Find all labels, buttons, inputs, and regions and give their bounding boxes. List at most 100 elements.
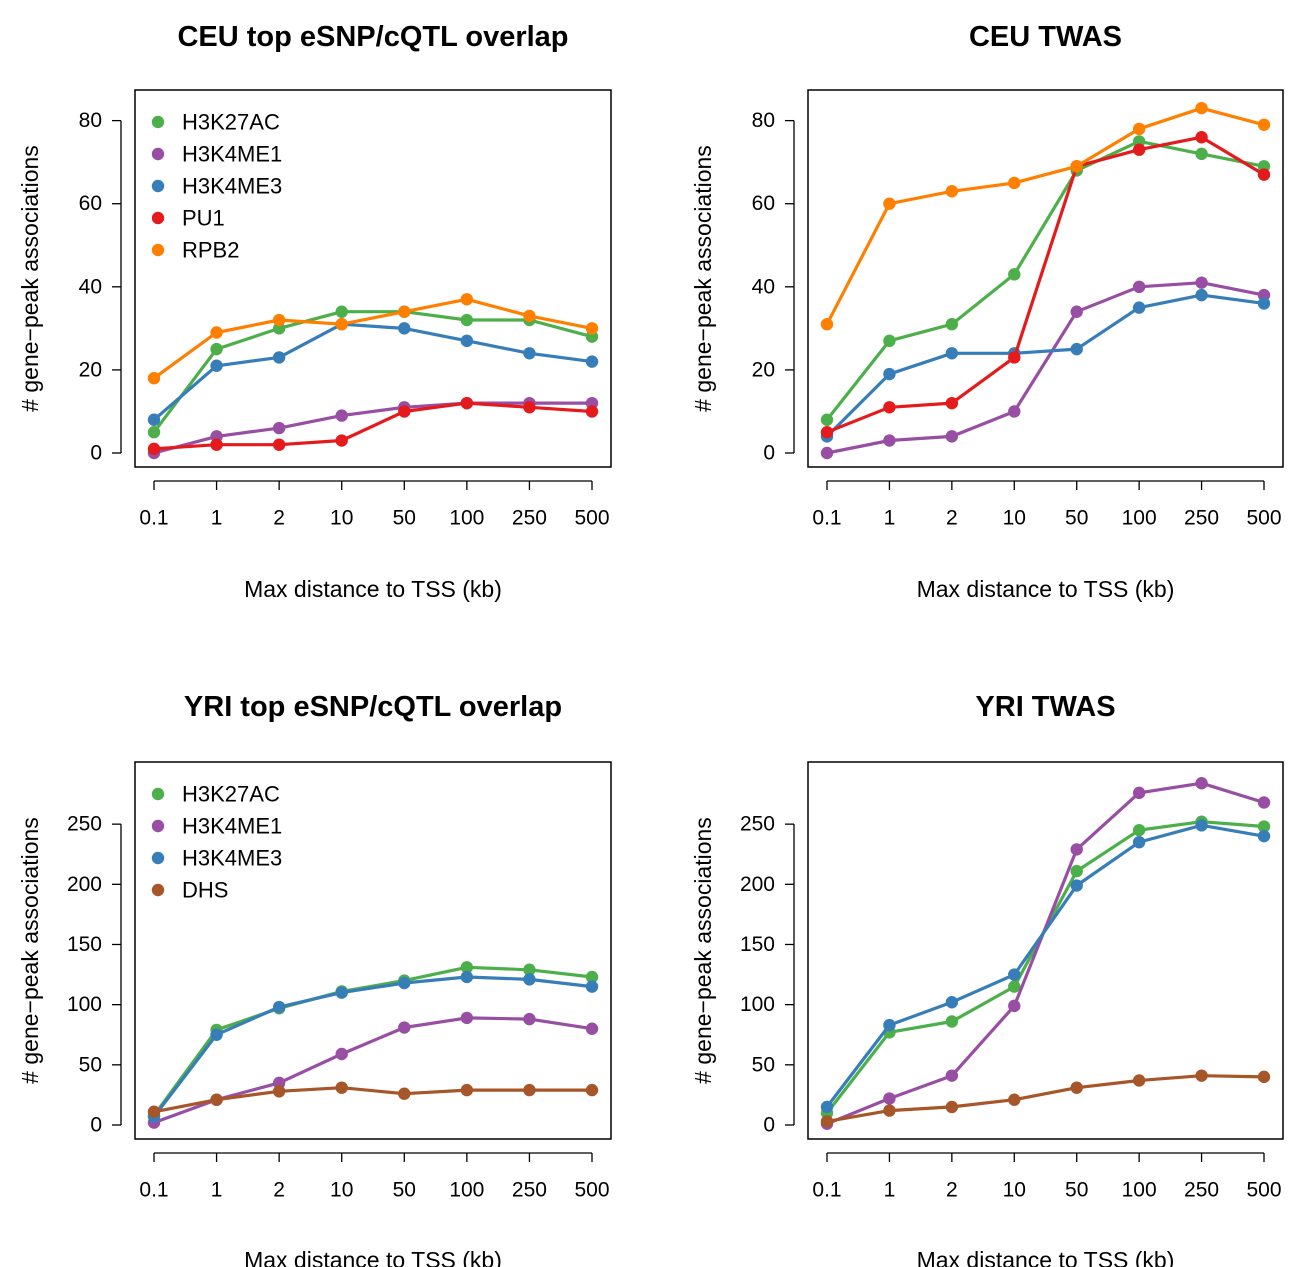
data-point-h3k4me3 bbox=[1195, 288, 1208, 302]
x-tick-label: 2 bbox=[946, 1179, 958, 1202]
y-tick-label: 100 bbox=[740, 993, 775, 1016]
y-tick-label: 80 bbox=[79, 109, 102, 132]
data-point-dhs bbox=[1195, 1069, 1208, 1082]
legend-marker bbox=[151, 787, 165, 801]
data-point-rpb2 bbox=[1008, 176, 1021, 190]
data-point-dhs bbox=[945, 1100, 959, 1114]
data-point-h3k4me3 bbox=[585, 980, 599, 993]
data-point-h3k4me3 bbox=[523, 347, 536, 360]
data-point-h3k27ac bbox=[820, 413, 834, 426]
data-point-h3k4me1 bbox=[1132, 786, 1146, 800]
data-point-dhs bbox=[523, 1083, 536, 1097]
data-point-h3k4me1 bbox=[1008, 405, 1021, 418]
x-tick-label: 2 bbox=[273, 507, 285, 530]
data-point-pu1 bbox=[820, 426, 834, 439]
data-point-h3k4me3 bbox=[398, 322, 411, 335]
x-tick-label: 0.1 bbox=[139, 507, 168, 530]
data-point-h3k27ac bbox=[1008, 268, 1021, 281]
data-point-h3k4me3 bbox=[1132, 835, 1146, 849]
x-tick-label: 250 bbox=[512, 507, 547, 530]
x-tick-label: 50 bbox=[1065, 507, 1088, 530]
data-point-h3k4me1 bbox=[523, 1012, 536, 1026]
legend-label: PU1 bbox=[182, 206, 225, 231]
data-point-h3k4me3 bbox=[1070, 879, 1083, 892]
legend-marker bbox=[151, 115, 165, 129]
data-point-h3k4me1 bbox=[1195, 777, 1208, 790]
x-tick-label: 100 bbox=[1122, 507, 1157, 530]
data-point-h3k27ac bbox=[147, 426, 161, 439]
data-point-rpb2 bbox=[147, 372, 161, 385]
data-point-rpb2 bbox=[272, 313, 286, 327]
data-point-pu1 bbox=[398, 405, 411, 418]
y-tick-label: 80 bbox=[752, 109, 775, 132]
series-line-dhs bbox=[153, 1086, 592, 1114]
data-point-h3k27ac bbox=[1132, 823, 1146, 837]
plot-frame bbox=[807, 89, 1284, 468]
data-point-h3k4me1 bbox=[335, 1047, 348, 1061]
data-point-h3k4me1 bbox=[945, 1069, 959, 1082]
data-point-pu1 bbox=[272, 438, 286, 451]
data-point-dhs bbox=[335, 1081, 348, 1094]
data-point-dhs bbox=[820, 1115, 834, 1128]
data-point-rpb2 bbox=[460, 293, 474, 306]
chart-title: CEU top eSNP/cQTL overlap bbox=[177, 21, 568, 53]
y-tick-label: 250 bbox=[67, 813, 102, 836]
x-tick-label: 100 bbox=[449, 1179, 484, 1202]
legend-marker bbox=[151, 179, 165, 193]
data-point-h3k27ac bbox=[210, 342, 223, 356]
data-point-pu1 bbox=[147, 442, 161, 456]
data-point-h3k4me3 bbox=[335, 986, 348, 999]
x-tick-label: 10 bbox=[330, 507, 353, 530]
data-point-rpb2 bbox=[523, 309, 536, 323]
data-point-pu1 bbox=[1132, 143, 1146, 156]
y-tick-label: 20 bbox=[752, 358, 775, 381]
legend-label: H3K27AC bbox=[182, 782, 280, 807]
data-point-h3k27ac bbox=[945, 318, 959, 331]
x-tick-label: 100 bbox=[1122, 1179, 1157, 1202]
series-line-dhs bbox=[826, 1074, 1265, 1123]
data-point-h3k4me3 bbox=[1257, 297, 1271, 310]
data-point-h3k4me3 bbox=[398, 976, 411, 990]
legend: H3K27AC H3K4ME1 H3K4ME3 DHS bbox=[151, 782, 282, 903]
y-tick-label: 200 bbox=[740, 873, 775, 896]
data-point-dhs bbox=[460, 1083, 474, 1097]
chart-panel-3: YRI top eSNP/cQTL overlap Max distance to… bbox=[17, 691, 612, 1267]
data-point-pu1 bbox=[945, 396, 959, 410]
data-point-h3k27ac bbox=[523, 963, 536, 976]
data-point-pu1 bbox=[585, 405, 599, 418]
data-point-h3k4me3 bbox=[1257, 829, 1271, 843]
data-point-h3k4me1 bbox=[883, 434, 896, 447]
data-point-rpb2 bbox=[945, 185, 959, 198]
y-tick-label: 0 bbox=[763, 1114, 775, 1137]
data-point-h3k4me3 bbox=[585, 355, 599, 368]
legend-marker bbox=[151, 819, 165, 833]
data-point-h3k4me1 bbox=[883, 1092, 896, 1105]
chart-title: CEU TWAS bbox=[969, 21, 1122, 53]
legend-label: H3K4ME1 bbox=[182, 814, 282, 839]
data-point-h3k4me1 bbox=[945, 430, 959, 443]
y-axis-label: # gene−peak associations bbox=[17, 817, 43, 1084]
data-point-h3k4me1 bbox=[1195, 276, 1208, 289]
data-point-h3k4me3 bbox=[820, 1100, 834, 1114]
y-tick-label: 50 bbox=[79, 1053, 102, 1076]
data-point-h3k4me3 bbox=[523, 973, 536, 986]
data-point-rpb2 bbox=[210, 326, 223, 339]
x-tick-label: 250 bbox=[1184, 1179, 1219, 1202]
y-tick-label: 100 bbox=[67, 993, 102, 1016]
data-point-h3k4me1 bbox=[1008, 999, 1021, 1013]
series-line-rpb2 bbox=[153, 297, 593, 380]
data-point-dhs bbox=[272, 1085, 286, 1098]
x-axis-label: Max distance to TSS (kb) bbox=[917, 1247, 1175, 1267]
data-point-rpb2 bbox=[398, 305, 411, 318]
data-point-dhs bbox=[883, 1104, 896, 1117]
y-axis-label: # gene−peak associations bbox=[690, 145, 716, 412]
data-point-h3k4me1 bbox=[820, 446, 834, 460]
y-tick-label: 40 bbox=[752, 275, 775, 298]
y-tick-label: 0 bbox=[90, 442, 102, 465]
x-tick-label: 1 bbox=[884, 1179, 896, 1202]
data-point-dhs bbox=[1257, 1070, 1271, 1084]
data-point-h3k4me1 bbox=[1257, 796, 1271, 809]
data-point-dhs bbox=[147, 1105, 161, 1118]
series-line-h3k4me1 bbox=[153, 401, 592, 455]
